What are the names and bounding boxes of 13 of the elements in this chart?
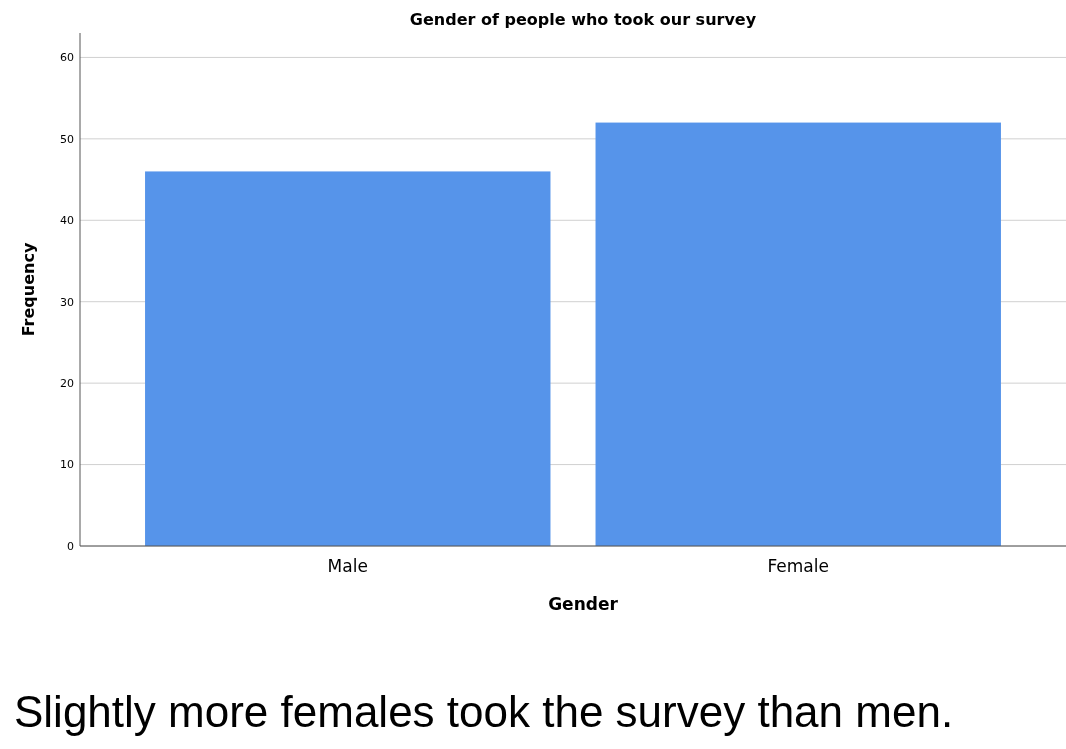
- y-tick-label: 20: [60, 376, 74, 390]
- text: Slightly more females took the survey than men.: [14, 687, 954, 736]
- y-tick-label: 50: [60, 132, 74, 146]
- y-tick-label: 10: [60, 458, 74, 472]
- x-axis-title: Gender: [548, 594, 619, 614]
- y-tick-label: 40: [60, 214, 74, 228]
- y-axis-title: Frequency: [19, 242, 38, 337]
- y-tick-label: 0: [67, 539, 74, 553]
- x-tick-label: Male: [327, 556, 368, 576]
- x-tick-label: Female: [767, 556, 829, 576]
- y-tick-label: 60: [60, 51, 74, 65]
- chart-title: Gender of people who took our survey: [409, 10, 757, 29]
- y-tick-label: 30: [60, 295, 74, 309]
